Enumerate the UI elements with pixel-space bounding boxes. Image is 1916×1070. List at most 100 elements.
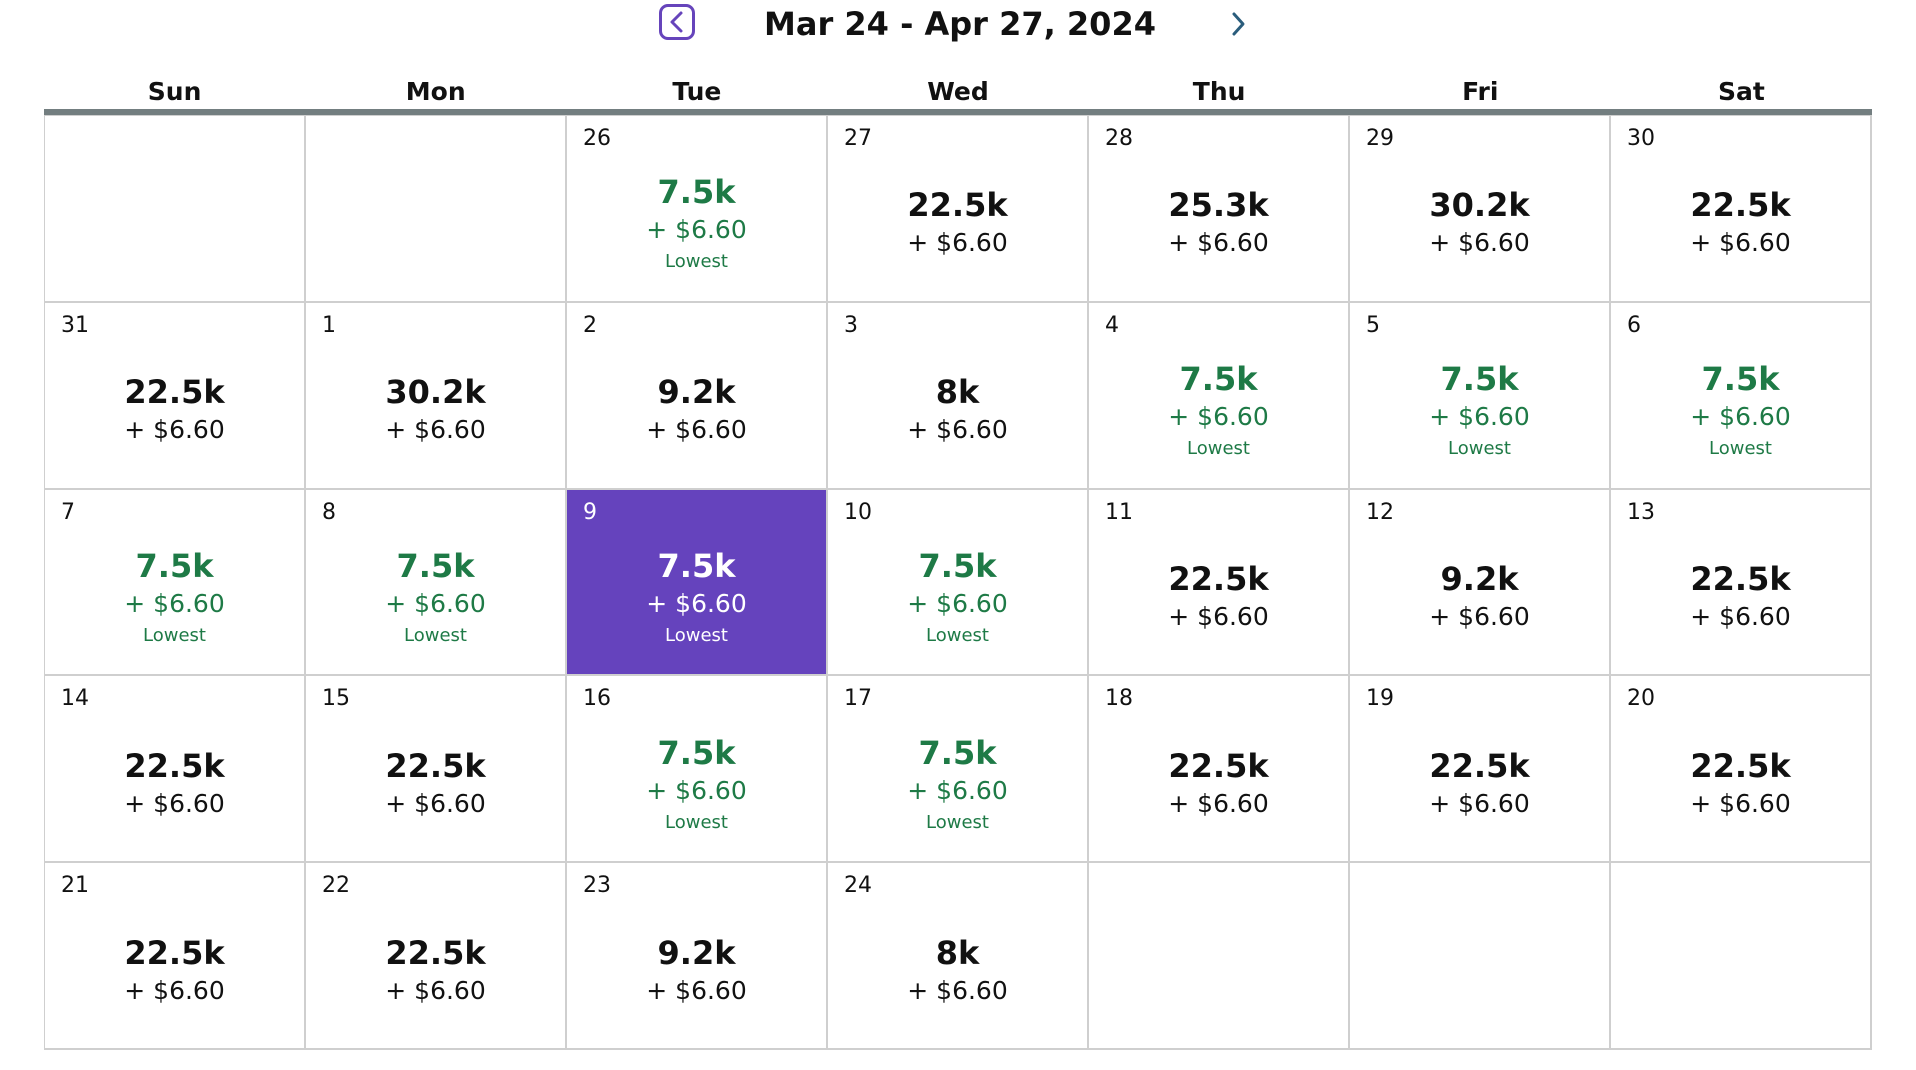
calendar-day-cell[interactable]: 19 22.5k + $6.60 [1350, 676, 1611, 864]
fare-info: 30.2k + $6.60 [306, 333, 565, 488]
points-price: 22.5k [124, 373, 225, 412]
day-number: 9 [583, 499, 597, 525]
points-price: 22.5k [907, 186, 1008, 225]
calendar-day-cell[interactable]: 5 7.5k + $6.60 Lowest [1350, 302, 1611, 490]
calendar-day-cell[interactable]: 27 22.5k + $6.60 [828, 116, 1089, 303]
calendar-day-cell[interactable]: 20 22.5k + $6.60 [1611, 676, 1872, 864]
calendar-day-cell[interactable]: 3 8k + $6.60 [828, 302, 1089, 490]
lowest-badge: Lowest [926, 624, 989, 646]
calendar-day-cell[interactable]: 18 22.5k + $6.60 [1089, 676, 1350, 864]
points-price: 7.5k [657, 546, 736, 585]
tax-amount: + $6.60 [124, 975, 225, 1005]
fare-info: 22.5k + $6.60 [1350, 706, 1609, 861]
tax-amount: + $6.60 [646, 775, 747, 805]
lowest-badge: Lowest [1448, 438, 1511, 460]
calendar-day-cell[interactable]: 2 9.2k + $6.60 [567, 302, 828, 490]
day-number: 24 [844, 873, 872, 899]
points-price: 9.2k [657, 373, 736, 412]
tax-amount: + $6.60 [1690, 402, 1791, 432]
points-price: 22.5k [124, 746, 225, 785]
day-number: 11 [1105, 499, 1133, 525]
calendar-day-cell[interactable]: 12 9.2k + $6.60 [1350, 489, 1611, 677]
calendar-day-cell[interactable]: 17 7.5k + $6.60 Lowest [828, 676, 1089, 864]
points-price: 22.5k [1168, 746, 1269, 785]
points-price: 9.2k [657, 933, 736, 972]
lowest-badge: Lowest [665, 811, 728, 833]
calendar-day-cell[interactable]: 10 7.5k + $6.60 Lowest [828, 489, 1089, 677]
points-price: 22.5k [1168, 559, 1269, 598]
fare-info: 7.5k + $6.60 Lowest [45, 520, 304, 675]
calendar-day-cell[interactable]: 24 8k + $6.60 [828, 863, 1089, 1050]
calendar-day-cell[interactable]: 14 22.5k + $6.60 [45, 676, 306, 864]
next-month-button[interactable] [1222, 6, 1254, 42]
day-number: 14 [61, 686, 89, 712]
calendar-day-cell[interactable]: 31 22.5k + $6.60 [45, 302, 306, 490]
points-price: 7.5k [918, 733, 997, 772]
lowest-badge: Lowest [665, 251, 728, 273]
day-number: 3 [844, 312, 858, 338]
chevron-left-icon [670, 11, 683, 33]
tax-amount: + $6.60 [124, 415, 225, 445]
lowest-badge: Lowest [143, 624, 206, 646]
points-price: 30.2k [1429, 186, 1530, 225]
weekday-mon: Mon [405, 77, 466, 106]
calendar-day-cell[interactable]: 26 7.5k + $6.60 Lowest [567, 116, 828, 303]
tax-amount: + $6.60 [907, 415, 1008, 445]
fare-info: 8k + $6.60 [828, 893, 1087, 1048]
day-number: 2 [583, 312, 597, 338]
fare-info: 30.2k + $6.60 [1350, 146, 1609, 301]
weekday-divider [44, 109, 1872, 115]
points-price: 22.5k [385, 746, 486, 785]
tax-amount: + $6.60 [1690, 601, 1791, 631]
calendar-day-cell[interactable]: 21 22.5k + $6.60 [45, 863, 306, 1050]
points-price: 25.3k [1168, 186, 1269, 225]
points-price: 22.5k [1690, 746, 1791, 785]
calendar-day-cell[interactable]: 1 30.2k + $6.60 [306, 302, 567, 490]
day-number: 31 [61, 312, 89, 338]
day-number: 5 [1366, 312, 1380, 338]
points-price: 7.5k [918, 546, 997, 585]
day-number: 8 [322, 499, 336, 525]
points-price: 30.2k [385, 373, 486, 412]
tax-amount: + $6.60 [1168, 601, 1269, 631]
calendar-day-cell[interactable]: 8 7.5k + $6.60 Lowest [306, 489, 567, 677]
day-number: 10 [844, 499, 872, 525]
weekday-header-row: Sun Mon Tue Wed Thu Fri Sat [44, 72, 1872, 112]
previous-month-button[interactable] [659, 4, 695, 40]
calendar-day-cell[interactable]: 6 7.5k + $6.60 Lowest [1611, 302, 1872, 490]
tax-amount: + $6.60 [907, 775, 1008, 805]
calendar-day-cell[interactable]: 13 22.5k + $6.60 [1611, 489, 1872, 677]
fare-info: 22.5k + $6.60 [1089, 706, 1348, 861]
points-price: 8k [935, 933, 980, 972]
calendar-day-cell[interactable]: 28 25.3k + $6.60 [1089, 116, 1350, 303]
calendar-day-cell[interactable]: 4 7.5k + $6.60 Lowest [1089, 302, 1350, 490]
calendar-day-cell[interactable]: 11 22.5k + $6.60 [1089, 489, 1350, 677]
calendar-day-empty [45, 116, 306, 303]
day-number: 19 [1366, 686, 1394, 712]
fare-info: 7.5k + $6.60 Lowest [1089, 333, 1348, 488]
fare-info: 22.5k + $6.60 [45, 893, 304, 1048]
calendar-day-cell[interactable]: 29 30.2k + $6.60 [1350, 116, 1611, 303]
lowest-badge: Lowest [1187, 438, 1250, 460]
points-price: 22.5k [1429, 746, 1530, 785]
calendar-day-cell[interactable]: 22 22.5k + $6.60 [306, 863, 567, 1050]
weekday-tue: Tue [672, 77, 722, 106]
day-number: 21 [61, 873, 89, 899]
day-number: 27 [844, 126, 872, 151]
fare-info: 7.5k + $6.60 Lowest [828, 520, 1087, 675]
day-number: 7 [61, 499, 75, 525]
points-price: 22.5k [385, 933, 486, 972]
tax-amount: + $6.60 [385, 415, 486, 445]
lowest-badge: Lowest [1709, 438, 1772, 460]
tax-amount: + $6.60 [124, 588, 225, 618]
points-price: 7.5k [135, 546, 214, 585]
calendar-day-cell[interactable]: 16 7.5k + $6.60 Lowest [567, 676, 828, 864]
calendar-day-cell[interactable]: 15 22.5k + $6.60 [306, 676, 567, 864]
calendar-day-cell[interactable]: 9 7.5k + $6.60 Lowest [567, 489, 828, 677]
calendar-day-cell[interactable]: 23 9.2k + $6.60 [567, 863, 828, 1050]
calendar-day-cell[interactable]: 7 7.5k + $6.60 Lowest [45, 489, 306, 677]
calendar-day-empty [1611, 863, 1872, 1050]
calendar-day-cell[interactable]: 30 22.5k + $6.60 [1611, 116, 1872, 303]
lowest-badge: Lowest [665, 624, 728, 646]
tax-amount: + $6.60 [124, 788, 225, 818]
